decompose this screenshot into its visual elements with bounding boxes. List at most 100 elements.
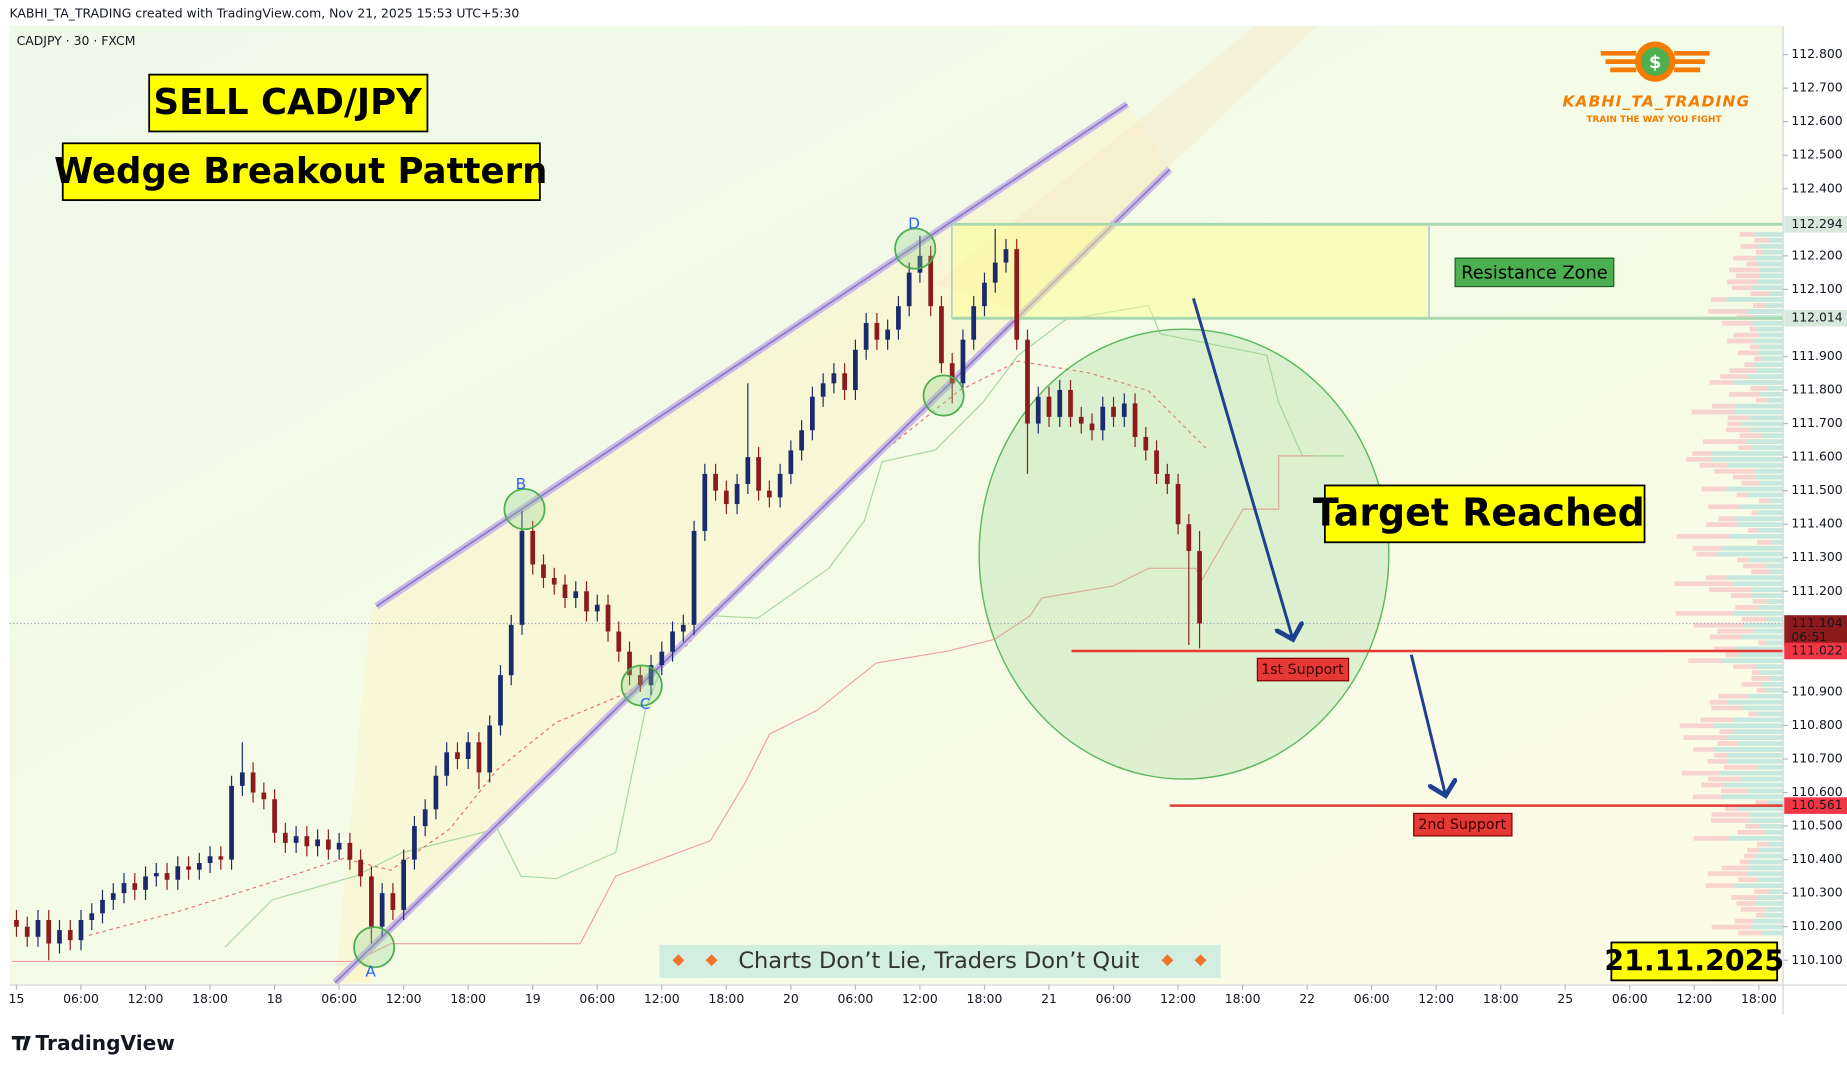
price-badge-label: 111.022 [1791,642,1842,657]
pivot-label: D [908,214,920,232]
candle-body [78,920,84,941]
logo-tagline: TRAIN THE WAY YOU FIGHT [1587,115,1722,125]
candle-body [766,490,772,498]
candle-body [326,839,331,850]
volume-profile-bar [1675,610,1735,616]
volume-profile-bar [1769,498,1784,504]
diamond [672,954,685,967]
x-tick-label: 06:00 [321,991,357,1006]
pattern-box [61,142,541,202]
volume-profile-bar [1756,368,1784,373]
volume-profile-bar [1742,563,1767,569]
volume-profile-bar [1729,368,1757,373]
candle-body [465,742,471,760]
volume-profile-bar [1705,883,1735,889]
volume-profile-bar [1728,391,1760,397]
volume-profile-bar [1734,918,1754,924]
volume-profile-bar [1755,232,1784,237]
candle-body [745,457,751,484]
volume-profile-bar [1753,338,1784,344]
x-tick-label: 06:00 [579,991,615,1006]
volume-profile-bar [1755,800,1768,806]
volume-profile-bar [1725,806,1737,812]
candle-body [949,363,955,384]
candle-body [573,591,579,598]
volume-profile-bar [1710,818,1750,823]
volume-profile-bar [1749,326,1757,332]
candle-body [1154,450,1159,474]
volume-profile-bar [1747,847,1760,853]
volume-profile-bar [1718,693,1748,699]
pivot-circle [894,227,937,270]
volume-profile-bar [1674,581,1734,587]
volume-profile-bar [1768,238,1784,243]
candle-body [229,785,234,860]
candle-body [1186,524,1192,552]
candle-body [498,675,503,726]
target-label: Target Reached [1313,491,1645,535]
volume-profile-bar [1754,468,1784,474]
x-tick-label: 18:00 [1741,991,1777,1006]
x-tick-label: 06:00 [1354,991,1390,1006]
volume-profile-bar [1721,865,1749,871]
target-box [1323,484,1646,544]
volume-profile-bar [1766,687,1784,693]
candle-body [455,752,460,760]
motto-box [659,944,1221,978]
price-badge [1784,216,1847,233]
logo-symbol: $ [1649,53,1661,73]
volume-profile-bar [1754,238,1769,243]
volume-profile-bar [1723,764,1758,770]
candle-body [810,396,815,431]
candle-body [896,306,901,330]
volume-profile-bar [1757,877,1784,883]
volume-profile-bar [1736,403,1784,409]
candle-body [186,866,191,870]
volume-profile-bar [1728,462,1784,468]
volume-profile-bar [1710,634,1742,640]
candle-body [143,876,148,890]
volume-profile-bar [1755,664,1784,669]
candle-body [24,926,30,937]
volume-profile-bar [1766,599,1784,604]
volume-profile-bar [1718,551,1784,557]
volume-profile-bar [1750,386,1768,391]
volume-profile-bar [1759,273,1784,279]
volume-profile-bar [1720,794,1784,800]
volume-profile-bar [1749,557,1784,563]
volume-profile-bar [1750,427,1784,433]
volume-profile-bar [1733,255,1755,261]
candle-body [713,473,718,491]
candle-body [132,883,138,890]
volume-profile-bar [1707,758,1728,764]
brand-icon [11,1036,31,1051]
volume-profile-bar [1726,279,1758,285]
volume-profile-bar [1751,445,1784,450]
y-tick-label: 111.200 [1791,583,1842,598]
volume-profile-bar [1739,504,1784,510]
support-label: 1st Support [1261,662,1344,678]
volume-profile-bar [1757,539,1772,545]
price-badge [1784,615,1847,646]
candle-body [1057,390,1063,417]
candle-body [1100,406,1106,431]
volume-profile-bar [1730,593,1752,598]
volume-profile-bar [1733,332,1759,338]
candle-body [605,604,611,632]
baseline-step [11,455,1315,963]
volume-profile-bar [1750,812,1784,817]
volume-profile-bar [1736,901,1755,906]
volume-profile-bar [1751,320,1784,326]
volume-profile-bar [1758,605,1784,610]
volume-profile-bar [1728,753,1784,758]
y-tick-label: 110.100 [1791,952,1842,967]
volume-profile-bar [1755,474,1784,480]
volume-profile-bar [1759,391,1784,397]
volume-profile-bar [1767,386,1784,391]
y-tick-label: 111.400 [1791,516,1842,531]
x-tick-label: 15 [9,991,25,1006]
candle-body [250,772,256,793]
volume-profile-bar [1696,551,1719,557]
candle-body [347,842,353,860]
candle-body [46,920,52,944]
